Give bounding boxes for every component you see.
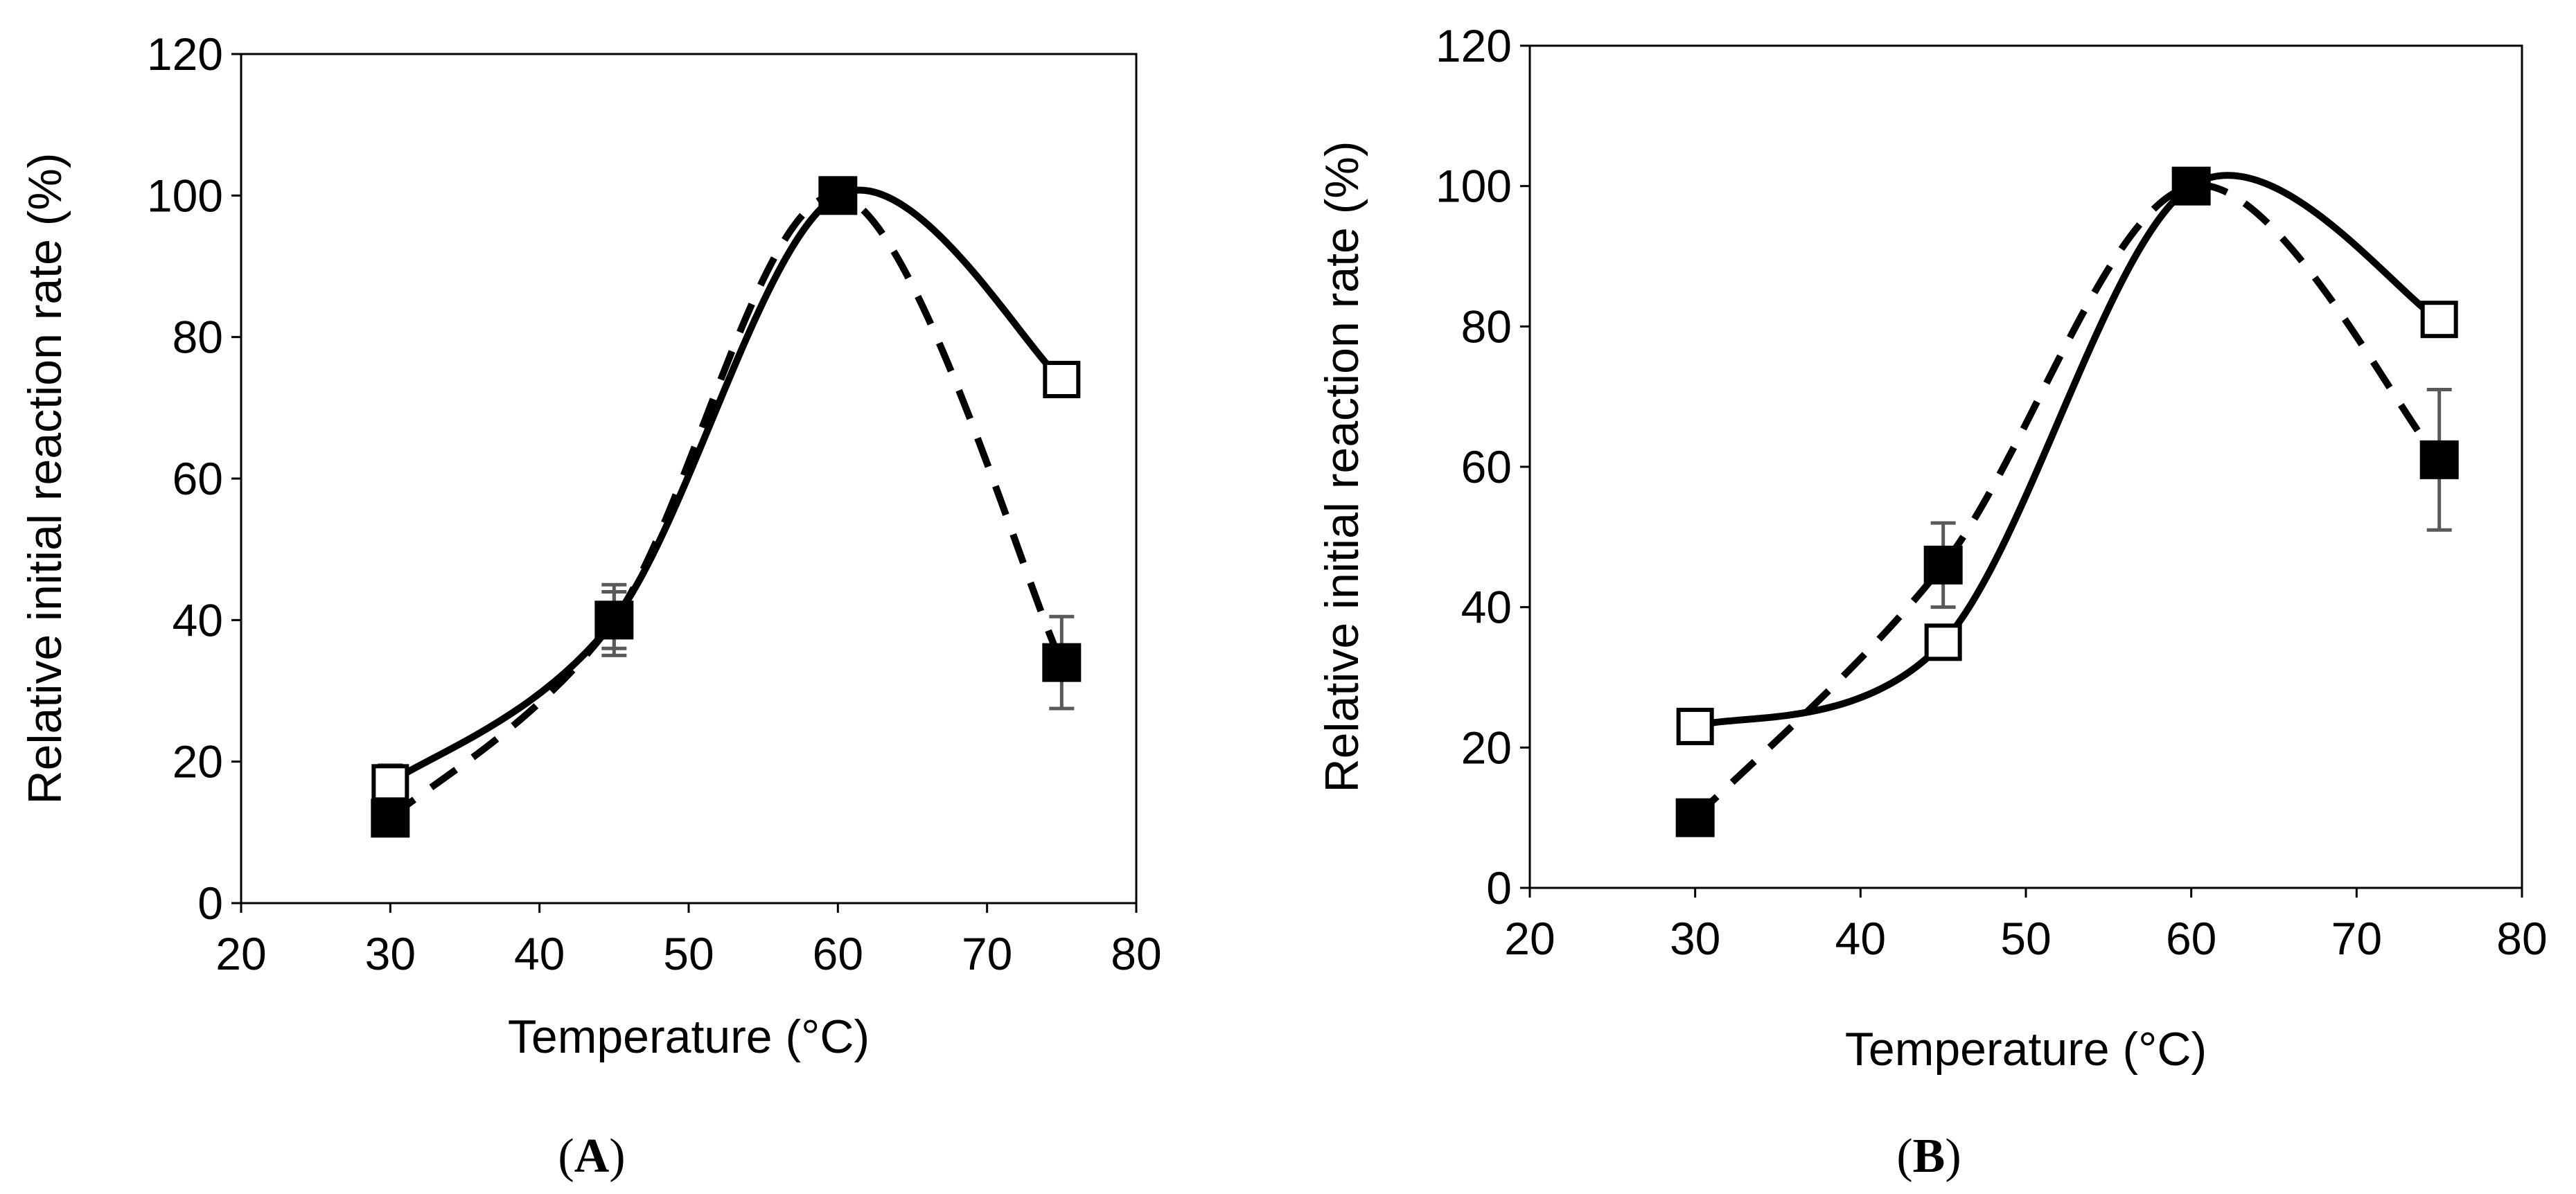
data-point-open-square xyxy=(1676,707,1714,745)
data-point-filled-square xyxy=(818,176,858,215)
series-filled-square xyxy=(371,176,1082,838)
panel-label-close-paren: ) xyxy=(1945,1130,1961,1183)
x-tick-label: 80 xyxy=(1111,928,1161,979)
x-tick-label: 20 xyxy=(215,928,266,979)
series-curves xyxy=(388,186,1065,821)
panel-label-letter: B xyxy=(1913,1130,1946,1183)
y-tick-label: 20 xyxy=(1461,722,1512,773)
series-open-square xyxy=(1676,167,2458,745)
x-tick-label: 60 xyxy=(813,928,863,979)
panel-label-letter: A xyxy=(574,1130,610,1183)
data-point-filled-square xyxy=(1675,798,1715,837)
x-axis-title: Temperature (°C) xyxy=(508,1010,870,1063)
y-tick-label: 120 xyxy=(147,28,223,80)
x-tick-label: 30 xyxy=(1670,913,1720,964)
x-axis-title: Temperature (°C) xyxy=(1845,1023,2207,1076)
data-point-filled-square xyxy=(594,600,634,640)
data-point-filled-square xyxy=(1923,545,1963,585)
data-point-filled-square xyxy=(371,799,410,838)
y-tick-label: 100 xyxy=(1436,161,1512,212)
data-point-filled-square xyxy=(2171,166,2211,206)
y-tick-label: 60 xyxy=(173,453,223,504)
y-tick-label: 80 xyxy=(1461,301,1512,352)
panel-label-close-paren: ) xyxy=(609,1130,625,1183)
series-filled-square xyxy=(1675,166,2459,837)
y-tick-label: 120 xyxy=(1436,20,1512,71)
x-tick-label: 40 xyxy=(514,928,565,979)
y-tick-label: 60 xyxy=(1461,441,1512,492)
x-tick-label: 20 xyxy=(1504,913,1555,964)
panel-label-open-paren: ( xyxy=(1896,1130,1912,1183)
y-tick-label: 40 xyxy=(173,594,223,645)
x-tick-label: 50 xyxy=(2000,913,2051,964)
series-line-solid xyxy=(1694,172,2442,730)
data-point-open-square xyxy=(2420,301,2458,339)
y-tick-label: 20 xyxy=(173,736,223,787)
y-tick-label: 40 xyxy=(1461,582,1512,633)
panel-label: (A) xyxy=(558,1130,625,1183)
panel-label-open-paren: ( xyxy=(558,1130,574,1183)
y-axis-title: Relative initial reaction rate (%) xyxy=(19,152,71,804)
series-line-solid xyxy=(388,186,1064,786)
data-point-filled-square xyxy=(1042,643,1082,682)
data-point-open-square xyxy=(371,764,409,802)
series-curves xyxy=(1693,172,2442,821)
x-tick-label: 80 xyxy=(2496,913,2547,964)
y-axis-title: Relative initial reaction rate (%) xyxy=(1316,141,1368,792)
series-line-dashed xyxy=(388,192,1065,821)
x-tick-label: 30 xyxy=(365,928,416,979)
series-line-dashed xyxy=(1693,181,2442,821)
x-tick-label: 70 xyxy=(2331,913,2382,964)
plot-frame xyxy=(1528,44,2523,889)
data-point-open-square xyxy=(1924,623,1962,661)
x-tick-label: 70 xyxy=(962,928,1012,979)
x-tick-label: 60 xyxy=(2166,913,2216,964)
data-point-open-square xyxy=(1043,360,1081,398)
panel-label: (B) xyxy=(1896,1130,1961,1183)
y-tick-label: 0 xyxy=(1486,862,1512,914)
y-tick-label: 80 xyxy=(173,312,223,363)
data-point-filled-square xyxy=(2419,440,2459,479)
y-tick-label: 100 xyxy=(147,170,223,221)
x-tick-label: 50 xyxy=(663,928,714,979)
y-tick-label: 0 xyxy=(197,877,223,929)
x-tick-label: 40 xyxy=(1835,913,1886,964)
